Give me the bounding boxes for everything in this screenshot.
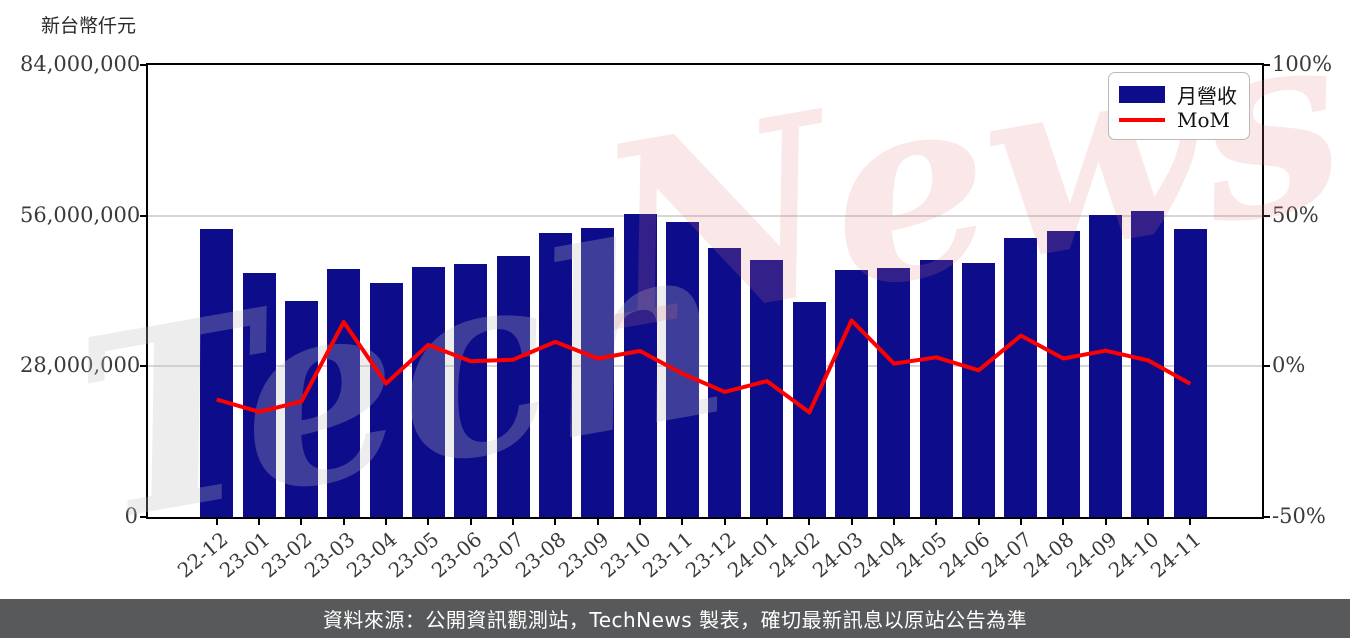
y-axis-unit-label: 新台幣仟元 bbox=[41, 15, 137, 37]
right-axis-tick-label: 50% bbox=[1272, 202, 1319, 227]
x-axis-tick bbox=[1146, 517, 1149, 525]
mom-line bbox=[216, 318, 1192, 415]
x-axis-tick bbox=[723, 517, 726, 525]
bar-23-01 bbox=[242, 272, 276, 517]
footer-source-text: 資料來源：公開資訊觀測站，TechNews 製表，確切最新訊息以原站公告為準 bbox=[322, 608, 1028, 632]
bar-23-09 bbox=[581, 227, 615, 517]
x-axis-tick bbox=[681, 517, 684, 525]
x-axis-tick bbox=[935, 517, 938, 525]
bar-23-08 bbox=[538, 233, 572, 517]
bar-24-07 bbox=[1004, 238, 1038, 517]
x-axis-tick bbox=[258, 517, 261, 525]
bar-23-12 bbox=[708, 247, 742, 517]
bar-23-02 bbox=[284, 301, 318, 517]
left-axis-tick-label: 84,000,000 bbox=[20, 52, 141, 76]
x-axis-tick bbox=[1189, 517, 1192, 525]
legend: 月營收 MoM bbox=[1108, 72, 1250, 140]
right-axis-tick-label: 0% bbox=[1272, 353, 1306, 378]
x-axis-tick bbox=[850, 517, 853, 525]
left-axis-tick bbox=[140, 64, 148, 66]
bar-24-08 bbox=[1046, 230, 1080, 517]
x-axis-tick bbox=[977, 517, 980, 525]
legend-item-mom: MoM bbox=[1119, 107, 1239, 133]
left-axis-tick bbox=[140, 365, 148, 368]
left-axis-tick-label: 28,000,000 bbox=[20, 353, 141, 378]
x-axis-tick bbox=[639, 517, 641, 525]
legend-line-swatch bbox=[1119, 118, 1165, 122]
x-axis-tick bbox=[342, 517, 345, 525]
legend-item-revenue: 月營收 bbox=[1119, 81, 1239, 108]
bar-24-05 bbox=[919, 259, 953, 517]
gridline bbox=[148, 365, 1262, 368]
left-axis-tick-label: 0 bbox=[124, 504, 138, 528]
x-axis-tick bbox=[427, 517, 430, 525]
left-axis-tick bbox=[140, 214, 148, 217]
x-axis-tick bbox=[469, 517, 472, 525]
bar-23-04 bbox=[369, 283, 403, 517]
bar-23-10 bbox=[623, 213, 657, 517]
left-axis-tick bbox=[140, 516, 148, 518]
bar-24-11 bbox=[1173, 229, 1207, 517]
right-axis-tick-label: -50% bbox=[1272, 504, 1326, 528]
bar-23-05 bbox=[411, 266, 445, 517]
x-axis-tick bbox=[554, 517, 557, 525]
bar-23-06 bbox=[454, 264, 488, 517]
legend-bar-swatch bbox=[1119, 85, 1165, 103]
plot-area bbox=[146, 63, 1264, 519]
right-axis-tick bbox=[1262, 64, 1270, 66]
bar-24-06 bbox=[962, 263, 996, 517]
x-axis-tick bbox=[596, 517, 599, 525]
left-axis-tick-label: 56,000,000 bbox=[20, 202, 141, 227]
bar-24-09 bbox=[1089, 214, 1123, 517]
x-axis-tick bbox=[892, 517, 895, 525]
x-axis-tick bbox=[1104, 517, 1107, 525]
x-axis-tick bbox=[765, 517, 768, 525]
x-axis-tick bbox=[1062, 517, 1065, 525]
right-axis-tick bbox=[1262, 516, 1270, 518]
bar-22-12 bbox=[200, 229, 234, 517]
gridline bbox=[148, 214, 1262, 217]
bar-23-07 bbox=[496, 255, 530, 517]
legend-line-label: MoM bbox=[1177, 108, 1230, 132]
x-axis-tick bbox=[215, 517, 218, 525]
legend-bar-label: 月營收 bbox=[1177, 83, 1237, 108]
right-axis-tick bbox=[1262, 214, 1270, 217]
x-axis-tick bbox=[300, 517, 303, 525]
footer-bar: 資料來源：公開資訊觀測站，TechNews 製表，確切最新訊息以原站公告為準 bbox=[0, 599, 1350, 638]
x-axis-tick bbox=[1019, 517, 1022, 525]
right-axis-tick bbox=[1262, 365, 1270, 368]
bar-24-03 bbox=[835, 270, 869, 517]
x-axis-tick bbox=[808, 517, 811, 525]
bar-24-04 bbox=[877, 268, 911, 517]
bar-23-03 bbox=[327, 269, 361, 517]
right-axis-tick-label: 100% bbox=[1272, 52, 1333, 76]
x-axis-tick bbox=[512, 517, 514, 525]
x-axis-tick bbox=[385, 517, 388, 525]
